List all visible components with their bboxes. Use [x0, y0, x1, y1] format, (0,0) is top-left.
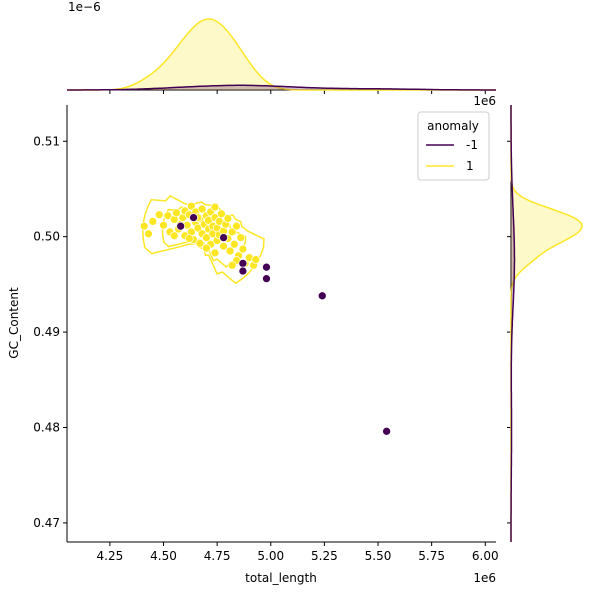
scatter-point-anomaly	[262, 262, 271, 272]
scatter-point-anomaly	[382, 426, 391, 436]
scatter-point-anomaly	[176, 221, 186, 231]
scatter-point-normal	[229, 239, 239, 249]
right-kde-fill-anomaly	[511, 105, 515, 542]
y-tick-label: 0.47	[33, 516, 60, 530]
x-tick-label: 5.75	[418, 549, 445, 563]
scatter-point-normal	[251, 255, 261, 264]
x-tick-label: 6.00	[472, 549, 499, 563]
scatter-point-anomaly	[317, 291, 327, 301]
x-tick-label: 5.25	[311, 549, 338, 563]
x-ticks: 4.25 4.50 4.75 5.00 5.25 5.50 5.75 6.00	[97, 542, 499, 563]
scatter-point-normal	[227, 260, 237, 270]
scatter-point-normal	[223, 214, 233, 223]
x-tick-label: 4.50	[150, 549, 177, 563]
x-tick-label: 4.75	[204, 549, 231, 563]
right-kde-line-normal	[510, 105, 583, 542]
scatter-point-normal	[144, 229, 153, 239]
scatter-point-normal	[169, 231, 179, 241]
y-axis-label: GC_Content	[7, 287, 21, 359]
x-tick-label: 4.25	[97, 549, 124, 563]
legend-label-normal: 1	[466, 159, 474, 173]
main-axes: 4.25 4.50 4.75 5.00 5.25 5.50 5.75 6.00 0.470.4…	[7, 105, 499, 585]
scatter-point-normal	[193, 223, 203, 233]
scatter-point-normal	[236, 233, 246, 242]
top-kde-fill-normal	[67, 19, 496, 90]
legend-title: anomaly	[427, 119, 479, 133]
right-offset-label: 1e6	[473, 94, 496, 108]
scatter-point-anomaly	[238, 266, 248, 276]
top-offset-label: 1e−6	[68, 0, 101, 14]
legend-label-anomaly: -1	[466, 138, 478, 152]
right-marginal: 1e6	[473, 94, 583, 542]
x-tick-label: 5.00	[257, 549, 284, 563]
y-tick-label: 0.49	[33, 325, 60, 339]
scatter-point-normal	[238, 244, 248, 254]
scatter-point-normal	[139, 221, 149, 231]
right-kde-fill-normal	[511, 105, 582, 542]
y-tick-label: 0.48	[33, 421, 60, 435]
top-kde-line-anomaly	[67, 84, 496, 91]
scatter-point-normal	[210, 248, 220, 258]
scatter-point-normal	[210, 202, 220, 212]
scatter-point-anomaly	[262, 274, 271, 284]
scatter-point-normal	[202, 243, 211, 253]
scatter-point-normal	[197, 204, 207, 214]
right-kde-line-anomaly	[510, 105, 516, 542]
scatter-points	[139, 201, 391, 436]
scatter-point-normal	[195, 239, 205, 248]
scatter-point-normal	[159, 220, 168, 230]
scatter-point-normal	[217, 209, 226, 219]
scatter-point-normal	[219, 241, 228, 251]
y-tick-label: 0.50	[33, 230, 60, 244]
x-axis-label: total_length	[245, 571, 317, 585]
top-marginal: 1e−6	[67, 0, 496, 94]
x-tick-label: 5.50	[365, 549, 392, 563]
y-ticks: 0.47 0.48 0.49 0.50 0.51	[33, 134, 67, 530]
scatter-point-anomaly	[189, 213, 198, 222]
top-kde-line-normal	[67, 18, 496, 91]
scatter-point-normal	[163, 211, 173, 221]
top-kde-fill-anomaly	[67, 85, 496, 90]
scatter-point-normal	[202, 233, 211, 242]
scatter-point-normal	[154, 210, 164, 220]
scatter-point-anomaly	[219, 233, 228, 242]
scatter-point-normal	[172, 208, 181, 218]
y-tick-label: 0.51	[33, 134, 60, 148]
scatter-point-normal	[187, 201, 196, 211]
scatter-point-anomaly	[238, 259, 248, 268]
legend: anomaly -1 1	[417, 111, 490, 181]
scatter-point-normal	[184, 234, 194, 243]
scatter-point-normal	[148, 217, 158, 226]
scatter-point-normal	[232, 221, 241, 231]
legend-box	[417, 111, 490, 181]
x-offset-label: 1e6	[473, 571, 496, 585]
scatter-point-normal	[227, 227, 237, 237]
scatter-point-normal	[225, 246, 235, 256]
